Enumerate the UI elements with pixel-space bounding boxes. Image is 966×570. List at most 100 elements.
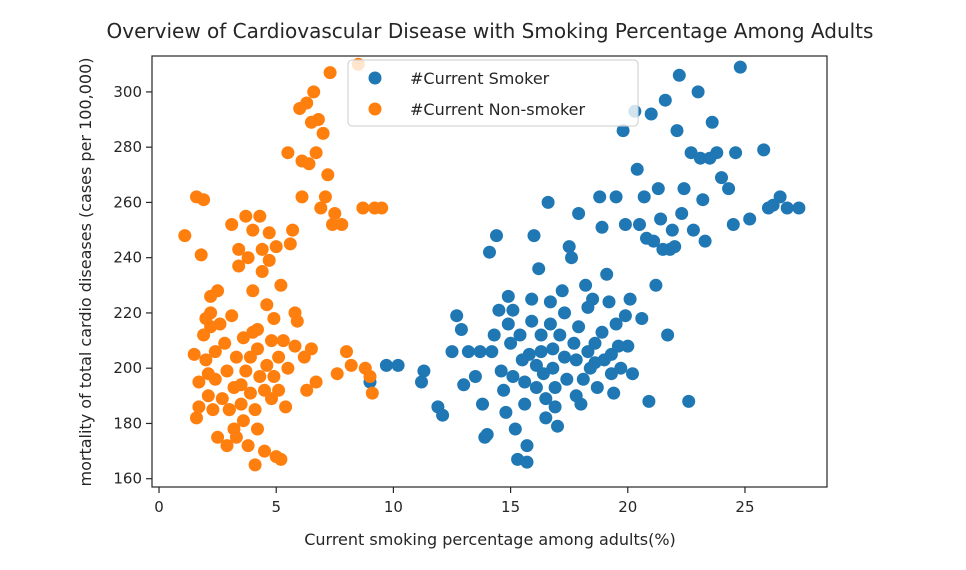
non-smoker-point-4 xyxy=(192,400,206,414)
smoker-point-61 xyxy=(558,350,571,364)
legend-marker-current-smoker xyxy=(368,71,382,85)
smoker-point-56 xyxy=(548,400,562,414)
smoker-point-123 xyxy=(686,223,700,237)
non-smoker-point-90 xyxy=(311,113,325,126)
smoker-point-110 xyxy=(654,212,668,226)
smoker-point-120 xyxy=(677,182,691,196)
smoker-point-19 xyxy=(485,345,499,359)
smoker-point-9 xyxy=(454,323,468,336)
non-smoker-point-103 xyxy=(356,201,370,215)
legend-label-current-smoker: #Current Smoker xyxy=(410,69,550,88)
smoker-point-2 xyxy=(391,358,405,372)
smoker-point-141 xyxy=(780,201,794,215)
non-smoker-point-5 xyxy=(192,375,206,389)
smoker-point-108 xyxy=(649,278,663,292)
smoker-point-132 xyxy=(722,182,736,196)
non-smoker-point-36 xyxy=(236,331,250,345)
smoker-point-97 xyxy=(623,292,637,306)
non-smoker-point-109 xyxy=(309,375,323,389)
smoker-point-10 xyxy=(457,378,471,392)
non-smoker-point-44 xyxy=(246,223,260,237)
smoker-point-60 xyxy=(558,306,571,320)
non-smoker-point-76 xyxy=(286,223,300,237)
non-smoker-point-33 xyxy=(232,259,246,273)
smoker-point-12 xyxy=(468,370,482,383)
smoker-point-106 xyxy=(644,107,658,121)
non-smoker-point-26 xyxy=(225,309,239,323)
smoker-point-43 xyxy=(529,381,543,394)
y-axis-label: mortality of total cardio diseases (case… xyxy=(76,57,95,486)
smoker-point-72 xyxy=(579,278,593,292)
smoker-point-85 xyxy=(602,295,616,309)
smoker-point-94 xyxy=(618,218,632,231)
non-smoker-point-74 xyxy=(281,361,295,375)
non-smoker-point-69 xyxy=(274,452,288,466)
smoker-point-37 xyxy=(520,455,534,469)
smoker-point-134 xyxy=(729,146,743,160)
smoker-point-32 xyxy=(513,328,527,342)
smoker-point-130 xyxy=(710,146,724,160)
smoker-point-126 xyxy=(696,193,710,207)
chart-title: Overview of Cardiovascular Disease with … xyxy=(107,19,874,43)
non-smoker-point-98 xyxy=(330,367,344,381)
smoker-point-102 xyxy=(635,312,649,325)
y-tick-label-200: 200 xyxy=(113,359,142,377)
y-tick-label-280: 280 xyxy=(113,138,142,156)
smoker-point-117 xyxy=(670,124,684,138)
smoker-point-93 xyxy=(616,124,630,138)
non-smoker-point-52 xyxy=(253,209,267,223)
non-smoker-point-94 xyxy=(321,168,335,182)
non-smoker-point-110 xyxy=(246,325,260,339)
smoker-point-55 xyxy=(548,381,562,394)
non-smoker-point-91 xyxy=(314,201,328,215)
smoker-point-35 xyxy=(518,397,532,411)
x-tick-label-0: 0 xyxy=(154,498,164,516)
non-smoker-point-96 xyxy=(326,218,339,231)
non-smoker-point-55 xyxy=(258,444,271,458)
smoker-point-40 xyxy=(525,314,539,328)
smoker-point-54 xyxy=(546,361,560,375)
smoker-point-57 xyxy=(551,419,564,433)
x-axis-label: Current smoking percentage among adults(… xyxy=(304,530,676,549)
non-smoker-point-53 xyxy=(255,242,269,256)
points-layer xyxy=(178,57,806,472)
smoker-point-6 xyxy=(436,408,450,422)
x-tick-label-15: 15 xyxy=(501,498,520,516)
smoker-point-8 xyxy=(450,309,464,323)
smoker-point-82 xyxy=(595,325,609,339)
smoker-point-20 xyxy=(490,229,503,243)
smoker-point-48 xyxy=(539,392,553,406)
smoker-point-25 xyxy=(501,289,515,303)
non-smoker-point-35 xyxy=(234,397,248,411)
smoker-point-49 xyxy=(539,411,553,425)
non-smoker-point-67 xyxy=(272,350,286,364)
y-tick-label-260: 260 xyxy=(113,193,142,211)
non-smoker-point-95 xyxy=(323,66,337,80)
smoker-point-27 xyxy=(504,336,518,350)
smoker-point-28 xyxy=(506,370,520,383)
y-tick-label-180: 180 xyxy=(113,414,142,432)
non-smoker-point-31 xyxy=(229,430,243,444)
non-smoker-point-20 xyxy=(213,317,227,331)
smoker-point-71 xyxy=(576,372,590,386)
non-smoker-point-50 xyxy=(251,422,264,436)
smoker-point-121 xyxy=(682,394,696,408)
smoker-point-53 xyxy=(546,342,560,356)
x-tick-label-5: 5 xyxy=(271,498,281,516)
non-smoker-point-23 xyxy=(220,439,234,453)
smoker-point-63 xyxy=(562,240,576,254)
non-smoker-point-75 xyxy=(283,237,297,251)
smoker-point-16 xyxy=(480,428,494,441)
smoker-point-30 xyxy=(508,422,522,436)
smoker-point-109 xyxy=(651,182,665,196)
non-smoker-point-87 xyxy=(304,342,318,356)
non-smoker-point-45 xyxy=(246,284,260,298)
smoker-point-100 xyxy=(630,162,644,176)
smoker-point-26 xyxy=(501,317,515,331)
non-smoker-point-2 xyxy=(190,411,203,425)
non-smoker-point-66 xyxy=(269,240,283,254)
non-smoker-point-32 xyxy=(232,242,246,256)
smoker-point-124 xyxy=(691,85,705,99)
non-smoker-point-21 xyxy=(215,392,229,406)
smoker-point-36 xyxy=(520,439,534,453)
